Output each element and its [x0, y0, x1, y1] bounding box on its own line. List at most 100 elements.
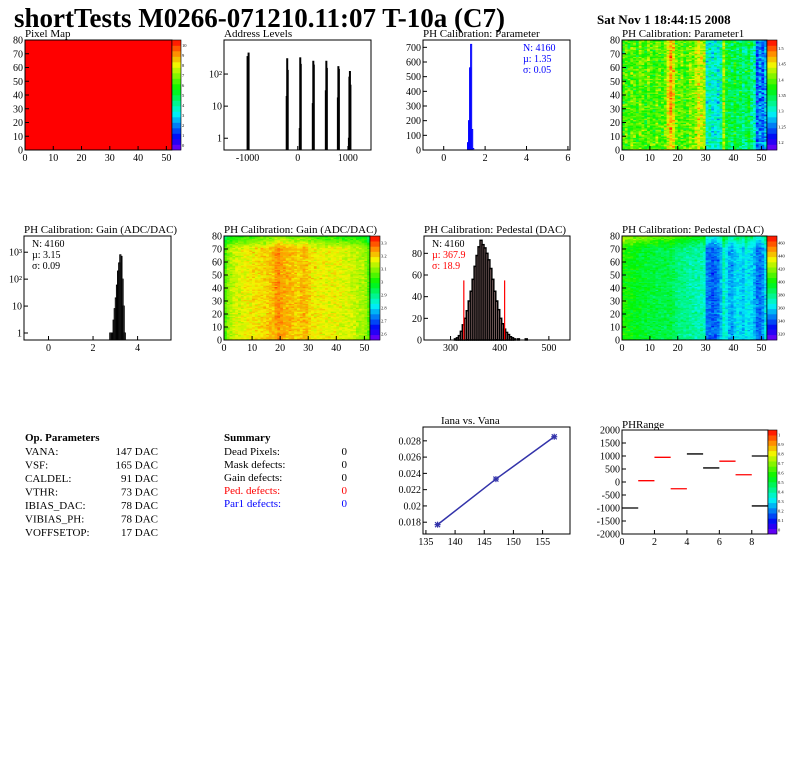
colorbar-frame [171, 39, 182, 151]
heatmap-cell [649, 73, 653, 75]
heatmap-cell [622, 104, 626, 107]
heatmap-cell [663, 111, 667, 114]
heatmap-cell [661, 45, 665, 48]
heatmap-cell [641, 64, 645, 67]
heatmap-cell [635, 71, 640, 74]
heatmap-cell [635, 140, 640, 143]
heatmap-cell [627, 59, 631, 61]
heatmap-cell [652, 139, 656, 141]
heatmap-cell [663, 75, 667, 78]
heatmap-cell [663, 89, 667, 92]
heatmap-cell [627, 133, 631, 136]
heatmap-cell [658, 66, 662, 68]
heatmap-cell [627, 49, 631, 52]
heatmap-cell [624, 59, 628, 61]
heatmap-cell [627, 141, 631, 144]
heatmap-cell [663, 117, 667, 119]
heatmap-cell [661, 63, 665, 66]
heatmap-cell [655, 48, 659, 50]
heatmap-cell [663, 139, 667, 141]
heatmap-cell [633, 123, 637, 126]
colorbar-label: 2 [182, 123, 184, 128]
heatmap-cell [641, 44, 645, 46]
heatmap-cell [630, 144, 634, 147]
heatmap-cell [658, 136, 662, 138]
heatmap-cell [635, 128, 640, 130]
y-tick-label: 70 [610, 49, 620, 60]
heatmap-cell [649, 139, 653, 141]
heatmap-cell [627, 45, 631, 48]
heatmap-cell [652, 41, 656, 44]
heatmap-cell [627, 101, 631, 104]
heatmap-cell [661, 90, 665, 93]
heatmap-cell [624, 85, 628, 88]
heatmap-cell [630, 123, 634, 126]
heatmap-cell [655, 46, 659, 49]
heatmap-cell [633, 48, 637, 50]
heatmap-cell [652, 66, 656, 68]
heatmap-cell [649, 118, 653, 121]
heatmap-cell [638, 119, 642, 122]
heatmap-cell [624, 92, 628, 94]
heatmap-cell [666, 123, 670, 126]
y-tick-label: 10 [212, 102, 222, 113]
heatmap-cell [649, 60, 653, 63]
heatmap-cell [630, 137, 634, 140]
heatmap-cell [633, 104, 637, 107]
heatmap-cell [635, 126, 640, 129]
heatmap-cell [622, 108, 626, 111]
heatmap-cell [658, 139, 662, 141]
y-tick-label: 600 [406, 58, 421, 69]
heatmap-cell [663, 143, 667, 145]
heatmap-cell [633, 88, 637, 90]
heatmap-cell [624, 81, 628, 83]
heatmap-cell [652, 144, 656, 147]
heatmap-cell [627, 71, 631, 74]
heatmap-cell [622, 79, 626, 82]
heatmap-cell [655, 133, 659, 136]
heatmap-cell [652, 143, 656, 145]
heatmap-cell [652, 115, 656, 118]
heatmap-cell [647, 75, 651, 78]
heatmap-cell [622, 128, 626, 130]
heatmap-cell [655, 123, 659, 126]
heatmap-cell [647, 73, 651, 75]
heatmap-cell [658, 85, 662, 88]
heatmap-cell [627, 73, 631, 75]
heatmap-cell [644, 101, 648, 104]
heatmap-cell [633, 86, 637, 89]
heatmap-cell [661, 104, 665, 107]
heatmap-cell [630, 40, 634, 42]
y-tick-label: 40 [13, 91, 23, 102]
heatmap-cell [638, 122, 642, 125]
heatmap-cell [661, 97, 665, 100]
heatmap-cell [652, 82, 656, 85]
heatmap-cell [644, 78, 648, 81]
y-tick-label: 30 [610, 104, 620, 115]
x-tick-label: 0 [23, 153, 28, 164]
heatmap-cell [652, 136, 656, 138]
heatmap-cell [635, 75, 640, 78]
heatmap-cell [633, 40, 637, 42]
heatmap-cell [652, 53, 656, 56]
heatmap-cell [644, 145, 648, 148]
heatmap-cell [633, 139, 637, 141]
colorbar-label: 1 [182, 133, 184, 138]
heatmap-cell [663, 73, 667, 75]
heatmap-cell [658, 144, 662, 147]
heatmap-cell [638, 45, 642, 48]
heatmap-cell [635, 77, 640, 79]
heatmap-cell [624, 67, 628, 70]
heatmap-cell [633, 107, 637, 110]
heatmap-cell [627, 70, 631, 72]
heatmap-cell [633, 133, 637, 136]
heatmap-cell [649, 148, 653, 151]
heatmap-cell [641, 90, 645, 93]
heatmap-cell [624, 107, 628, 110]
heatmap-cell [649, 107, 653, 110]
colorbar-label: 6 [182, 83, 185, 88]
heatmap-cell [644, 40, 648, 42]
heatmap-cell [647, 99, 651, 101]
heatmap-cell [661, 57, 665, 60]
colorbar-cell [172, 95, 181, 101]
